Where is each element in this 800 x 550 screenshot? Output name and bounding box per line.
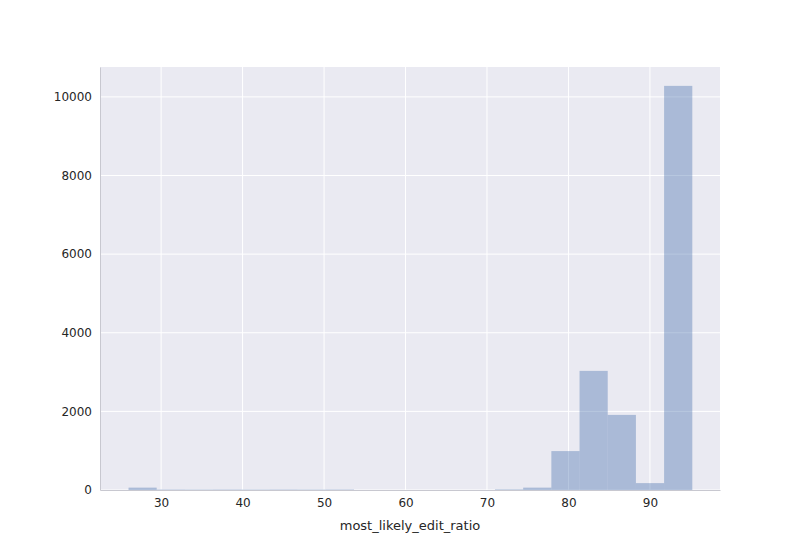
x-tick-label: 60 xyxy=(398,496,413,510)
grid-line-x xyxy=(324,67,325,490)
histogram-bar xyxy=(636,483,664,490)
histogram-bar xyxy=(354,490,382,491)
x-tick-label: 70 xyxy=(480,496,495,510)
histogram-bar xyxy=(580,371,608,490)
histogram-bar xyxy=(129,488,157,490)
y-tick: 4000 xyxy=(61,326,100,340)
bars xyxy=(129,86,693,490)
y-tick-label: 0 xyxy=(84,483,92,497)
grid-line-y xyxy=(100,332,720,333)
y-tick-label: 6000 xyxy=(61,247,92,261)
x-tick-label: 50 xyxy=(317,496,332,510)
y-axis: 0 2000 4000 6000 8000 10000 xyxy=(54,68,101,498)
grid-line-x xyxy=(242,67,243,490)
x-tick: 80 xyxy=(561,490,576,510)
x-axis-title: most_likely_edit_ratio xyxy=(340,518,481,533)
grid-line-y xyxy=(100,411,720,412)
grid-line-x xyxy=(161,67,162,490)
histogram-bar xyxy=(523,488,551,490)
y-tick: 8000 xyxy=(61,169,100,183)
y-tick-label: 10000 xyxy=(54,90,92,104)
grid-line-x xyxy=(405,67,406,490)
histogram-bar xyxy=(213,489,241,490)
histogram-bar xyxy=(326,489,354,490)
grid xyxy=(100,67,720,490)
y-tick: 0 xyxy=(84,483,100,497)
chart: 30 40 50 60 70 80 90 0 2000 4000 6000 8000 10000 most… xyxy=(0,0,800,550)
histogram-bar xyxy=(241,489,269,490)
grid-line-x xyxy=(486,67,487,490)
y-tick: 10000 xyxy=(54,90,100,104)
histogram-bar xyxy=(382,490,410,491)
histogram-bar xyxy=(551,451,579,490)
y-axis-line xyxy=(100,68,101,491)
histogram-bar xyxy=(495,489,523,490)
x-tick-label: 80 xyxy=(561,496,576,510)
grid-line-x xyxy=(649,67,650,490)
grid-line-y xyxy=(100,96,720,97)
x-tick-label: 40 xyxy=(235,496,250,510)
x-tick: 90 xyxy=(643,490,658,510)
x-tick-label: 90 xyxy=(643,496,658,510)
x-axis: 30 40 50 60 70 80 90 xyxy=(101,490,721,510)
histogram-bar xyxy=(608,415,636,490)
x-tick: 50 xyxy=(317,490,332,510)
histogram-bar xyxy=(185,489,213,490)
x-tick: 40 xyxy=(235,490,250,510)
histogram-bar xyxy=(664,86,692,490)
x-tick: 30 xyxy=(154,490,169,510)
x-tick-label: 30 xyxy=(154,496,169,510)
histogram-bar xyxy=(157,489,185,490)
histogram-bar xyxy=(410,490,438,491)
plot-background xyxy=(100,67,720,490)
histogram-bar xyxy=(439,490,467,491)
y-tick: 6000 xyxy=(61,247,100,261)
grid-line-y xyxy=(100,254,720,255)
histogram-bar xyxy=(269,489,297,490)
grid-line-y xyxy=(100,175,720,176)
x-tick: 70 xyxy=(480,490,495,510)
plot: 30 40 50 60 70 80 90 0 2000 4000 6000 8000 10000 xyxy=(54,67,721,510)
y-tick-label: 4000 xyxy=(61,326,92,340)
x-tick: 60 xyxy=(398,490,413,510)
grid-line-x xyxy=(568,67,569,490)
x-axis-line xyxy=(101,490,721,491)
histogram-bar xyxy=(467,490,495,491)
y-tick: 2000 xyxy=(61,405,100,419)
y-tick-label: 2000 xyxy=(61,405,92,419)
histogram-bar xyxy=(298,489,326,490)
y-tick-label: 8000 xyxy=(61,169,92,183)
